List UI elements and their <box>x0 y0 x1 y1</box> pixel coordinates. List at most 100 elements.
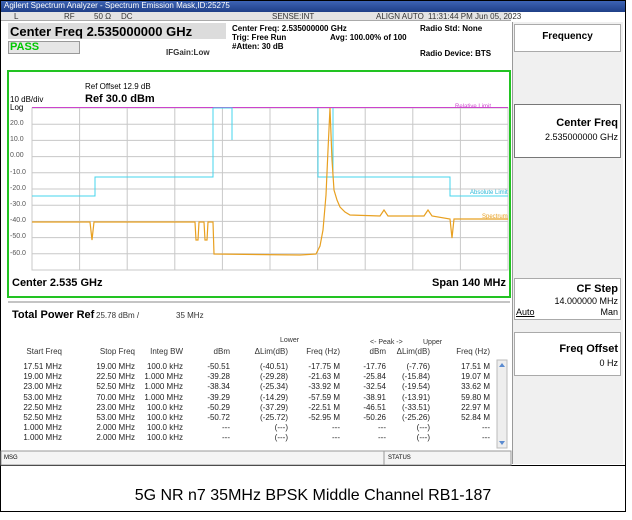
cf-step-man[interactable]: Man <box>600 307 618 317</box>
table-cell: (-25.72) <box>259 413 288 422</box>
group-header: Upper <box>423 339 443 346</box>
table-cell: (-13.91) <box>401 392 430 402</box>
table-cell: 1.000 MHz <box>144 372 183 382</box>
column-header: Stop Freq <box>99 347 135 356</box>
freq-offset-value[interactable]: 0 Hz <box>599 358 618 368</box>
table-cell: 17.51 M <box>461 362 490 371</box>
spectrum-trace <box>32 107 508 256</box>
center-freq-box <box>8 23 226 39</box>
caption: 5G NR n7 35MHz BPSK Middle Channel RB1-1… <box>134 487 492 504</box>
table-cell: 52.50 MHz <box>96 382 135 392</box>
window-title: Agilent Spectrum Analyzer - Spectrum Emi… <box>4 1 230 10</box>
table-cell: (---) <box>274 433 288 443</box>
table-cell: 19.00 MHz <box>23 372 62 382</box>
status-sense: SENSE:INT <box>272 12 315 21</box>
table-cell: -50.26 <box>363 413 386 422</box>
group-header: Lower <box>280 337 300 344</box>
column-header: Freq (Hz) <box>456 347 490 356</box>
table-cell: 33.62 M <box>461 382 490 392</box>
table-cell: 2.000 MHz <box>96 423 135 433</box>
title-bar <box>1 1 625 12</box>
table-cell: --- <box>222 433 230 443</box>
table-cell: -57.59 M <box>308 392 340 402</box>
plot-graphics <box>0 70 512 466</box>
status: STATUS <box>388 455 411 461</box>
table-cell: (---) <box>416 423 430 433</box>
column-header: ΔLim(dB) <box>254 347 288 356</box>
ref-level: Ref 30.0 dBm <box>85 93 155 105</box>
group-header: <- Peak -> <box>370 339 403 346</box>
table-cell: (-25.26) <box>401 413 430 422</box>
absolute-limit-label: Absolute Limit <box>470 190 508 196</box>
table-cell: -38.34 <box>207 382 230 392</box>
column-header: Freq (Hz) <box>306 347 340 356</box>
total-power-bandwidth: 35 MHz <box>176 311 204 320</box>
table-cell: -33.92 M <box>308 382 340 392</box>
table-cell: 70.00 MHz <box>96 392 135 402</box>
table-cell: 19.00 MHz <box>96 362 135 371</box>
table-cell: -50.29 <box>207 402 230 412</box>
table-cell: 52.50 MHz <box>23 413 62 422</box>
left-edge <box>0 0 1 512</box>
center-freq-key[interactable] <box>514 104 621 158</box>
table-cell: -21.63 M <box>308 372 340 382</box>
table-cell: 2.000 MHz <box>96 433 135 443</box>
freq-offset-key[interactable] <box>514 332 621 376</box>
cf-step-label[interactable]: CF Step <box>576 283 618 295</box>
table-cell: 53.00 MHz <box>23 392 62 402</box>
cf-step-value[interactable]: 14.000000 MHz <box>554 296 618 306</box>
table-cell: 23.00 MHz <box>23 382 62 392</box>
table-cell: --- <box>482 433 490 443</box>
center-freq-info: Center Freq: 2.535000000 GHz <box>232 24 347 33</box>
status-row <box>1 12 511 21</box>
scale: 10 dB/div <box>10 95 44 104</box>
status-rf: RF <box>64 12 75 21</box>
cf-step-auto[interactable]: Auto <box>516 307 535 317</box>
center-freq-key-value[interactable]: 2.535000000 GHz <box>544 132 618 142</box>
table-cell: 22.50 MHz <box>23 402 62 412</box>
table-cell: (-29.28) <box>259 372 288 382</box>
y-label: -40.0 <box>10 217 26 225</box>
cf-step-key[interactable] <box>514 278 621 320</box>
total-power-value: 25.78 dBm / <box>96 311 140 320</box>
ref-offset: Ref Offset 12.9 dB <box>85 82 151 91</box>
table-cell: (-14.29) <box>259 392 288 402</box>
y-label: 10.0 <box>10 136 24 144</box>
table-cell: 100.0 kHz <box>146 423 183 433</box>
absolute-limit-line <box>32 107 508 197</box>
pass: PASS <box>10 41 40 53</box>
table-cell: -17.75 M <box>308 362 340 371</box>
table-scrollbar[interactable] <box>496 359 508 449</box>
table-cell: 1.000 MHz <box>144 382 183 392</box>
spectrum-label: Spectrum <box>482 214 508 220</box>
menu-title-box <box>514 24 621 52</box>
table-cell: 52.84 M <box>461 413 490 422</box>
table-cell: -17.76 <box>363 362 386 371</box>
table-cell: -46.51 <box>363 402 386 412</box>
right-edge <box>625 0 626 512</box>
table-cell: (-7.76) <box>406 362 430 371</box>
plot-frame <box>7 70 511 298</box>
relative-limit-label: Relative Limit <box>455 104 492 110</box>
softkey-panel <box>512 22 623 464</box>
y-label: 0.00 <box>10 152 24 160</box>
atten: #Atten: 30 dB <box>232 42 284 51</box>
table-cell: 100.0 kHz <box>146 413 183 422</box>
table-cell: 100.0 kHz <box>146 362 183 371</box>
column-header: dBm <box>213 347 230 356</box>
table-cell: 100.0 kHz <box>146 433 183 443</box>
table-cell: (-37.29) <box>259 402 288 412</box>
y-label: -10.0 <box>10 168 26 176</box>
y-label: -20.0 <box>10 184 26 192</box>
table-cell: -50.72 <box>207 413 230 422</box>
center-freq-key-label[interactable]: Center Freq <box>556 117 618 129</box>
freq-offset-label[interactable]: Freq Offset <box>559 343 618 355</box>
trig: Trig: Free Run <box>232 33 287 42</box>
status-align: ALIGN AUTO <box>376 12 424 21</box>
table-cell: -38.91 <box>363 392 386 402</box>
table-cell: 17.51 MHz <box>23 362 62 371</box>
table-cell: (---) <box>274 423 288 433</box>
table-cell: -52.95 M <box>308 413 340 422</box>
total-power-label: Total Power Ref <box>12 309 95 321</box>
